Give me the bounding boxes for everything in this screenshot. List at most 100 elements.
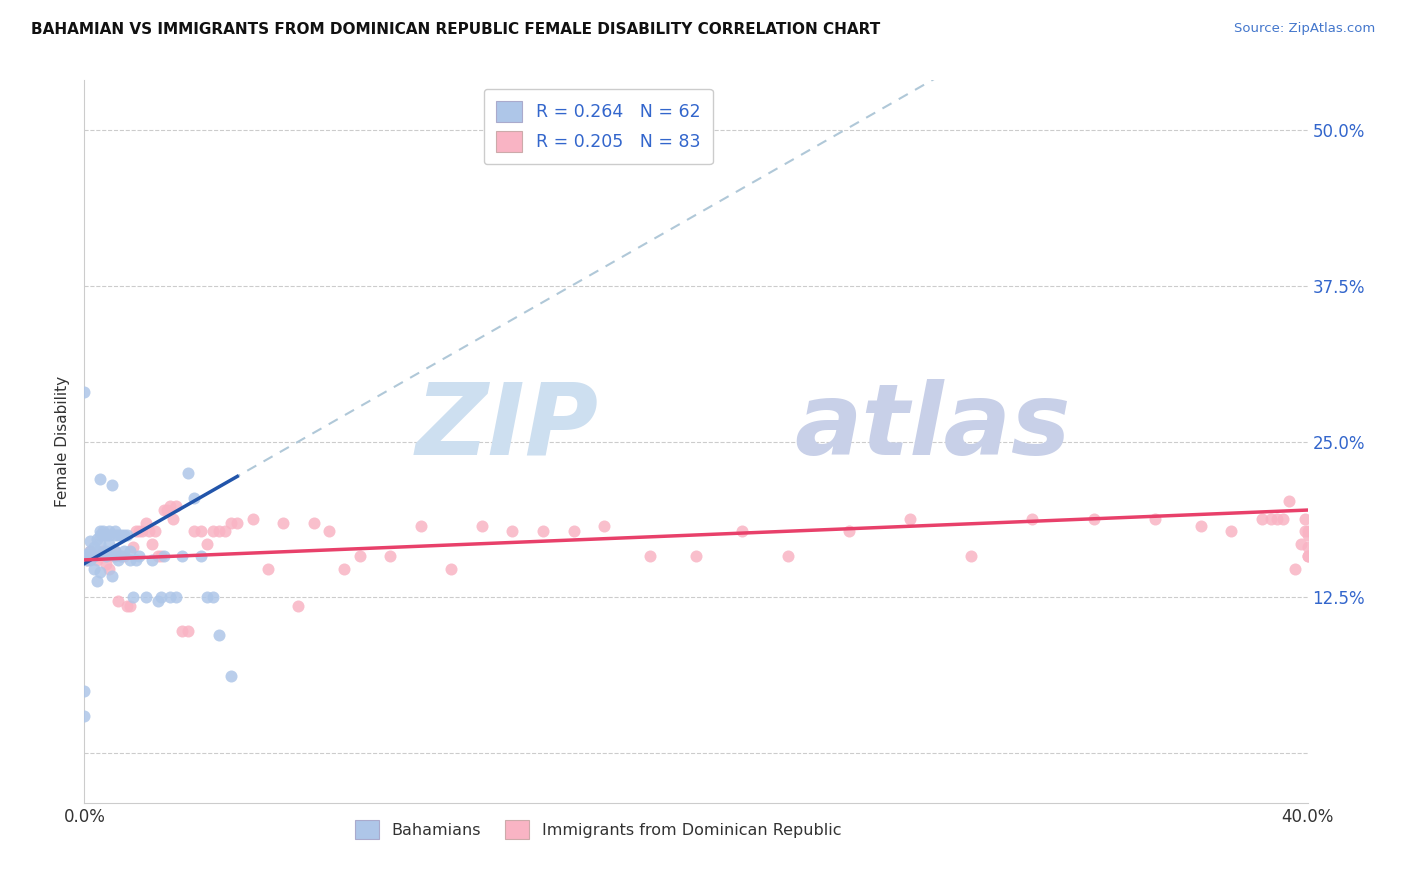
Point: [1083, 512, 1105, 526]
Point: [94, 549, 117, 563]
Point: [149, 549, 172, 563]
Point: [1272, 512, 1295, 526]
Point: [1296, 528, 1319, 542]
Text: Source: ZipAtlas.com: Source: ZipAtlas.com: [1234, 22, 1375, 36]
Point: [94, 557, 117, 571]
Point: [101, 478, 124, 492]
Point: [1296, 549, 1319, 563]
Point: [73, 549, 96, 563]
Point: [471, 519, 494, 533]
Text: ZIP: ZIP: [415, 378, 598, 475]
Point: [79, 553, 101, 567]
Point: [146, 549, 169, 563]
Point: [115, 599, 138, 613]
Point: [125, 553, 148, 567]
Point: [89, 537, 111, 551]
Point: [242, 512, 264, 526]
Y-axis label: Female Disability: Female Disability: [55, 376, 70, 508]
Point: [107, 594, 129, 608]
Point: [776, 549, 799, 563]
Point: [76, 553, 98, 567]
Point: [183, 524, 205, 539]
Point: [502, 524, 524, 539]
Point: [76, 547, 98, 561]
Point: [838, 524, 860, 539]
Point: [149, 591, 172, 605]
Point: [219, 669, 242, 683]
Point: [638, 549, 661, 563]
Point: [112, 528, 135, 542]
Point: [349, 549, 371, 563]
Point: [960, 549, 983, 563]
Point: [271, 516, 294, 530]
Point: [120, 599, 142, 613]
Point: [73, 549, 96, 563]
Point: [128, 524, 150, 539]
Point: [86, 532, 108, 546]
Point: [112, 549, 135, 563]
Point: [73, 708, 96, 723]
Point: [156, 503, 179, 517]
Point: [318, 524, 340, 539]
Point: [183, 491, 205, 505]
Point: [91, 524, 114, 539]
Point: [141, 537, 163, 551]
Point: [287, 599, 309, 613]
Point: [593, 519, 616, 533]
Point: [115, 528, 138, 542]
Point: [172, 549, 194, 563]
Point: [172, 624, 194, 638]
Point: [195, 591, 218, 605]
Text: BAHAMIAN VS IMMIGRANTS FROM DOMINICAN REPUBLIC FEMALE DISABILITY CORRELATION CHA: BAHAMIAN VS IMMIGRANTS FROM DOMINICAN RE…: [31, 22, 880, 37]
Point: [143, 524, 166, 539]
Point: [1220, 524, 1243, 539]
Point: [1021, 512, 1043, 526]
Point: [201, 524, 224, 539]
Point: [1296, 524, 1319, 539]
Point: [79, 534, 101, 549]
Point: [112, 544, 135, 558]
Point: [219, 516, 242, 530]
Point: [1296, 549, 1319, 563]
Point: [177, 466, 200, 480]
Point: [97, 528, 120, 542]
Point: [165, 591, 187, 605]
Point: [1294, 524, 1316, 539]
Point: [1291, 537, 1313, 551]
Point: [86, 544, 108, 558]
Point: [159, 500, 181, 514]
Point: [1284, 561, 1306, 575]
Point: [146, 594, 169, 608]
Point: [91, 528, 114, 542]
Point: [226, 516, 249, 530]
Point: [162, 512, 184, 526]
Point: [83, 541, 105, 555]
Point: [104, 549, 127, 563]
Point: [83, 549, 105, 563]
Point: [1294, 512, 1316, 526]
Point: [91, 547, 114, 561]
Point: [83, 549, 105, 563]
Point: [104, 524, 127, 539]
Point: [101, 549, 124, 563]
Point: [208, 524, 231, 539]
Point: [76, 553, 98, 567]
Point: [195, 537, 218, 551]
Point: [190, 549, 212, 563]
Point: [125, 524, 148, 539]
Point: [302, 516, 325, 530]
Point: [104, 544, 127, 558]
Point: [97, 561, 120, 575]
Point: [104, 544, 127, 558]
Point: [128, 549, 150, 563]
Point: [91, 544, 114, 558]
Point: [86, 574, 108, 588]
Point: [97, 524, 120, 539]
Point: [1296, 541, 1319, 555]
Point: [89, 472, 111, 486]
Point: [89, 524, 111, 539]
Point: [135, 591, 157, 605]
Point: [107, 528, 129, 542]
Point: [153, 549, 176, 563]
Point: [531, 524, 554, 539]
